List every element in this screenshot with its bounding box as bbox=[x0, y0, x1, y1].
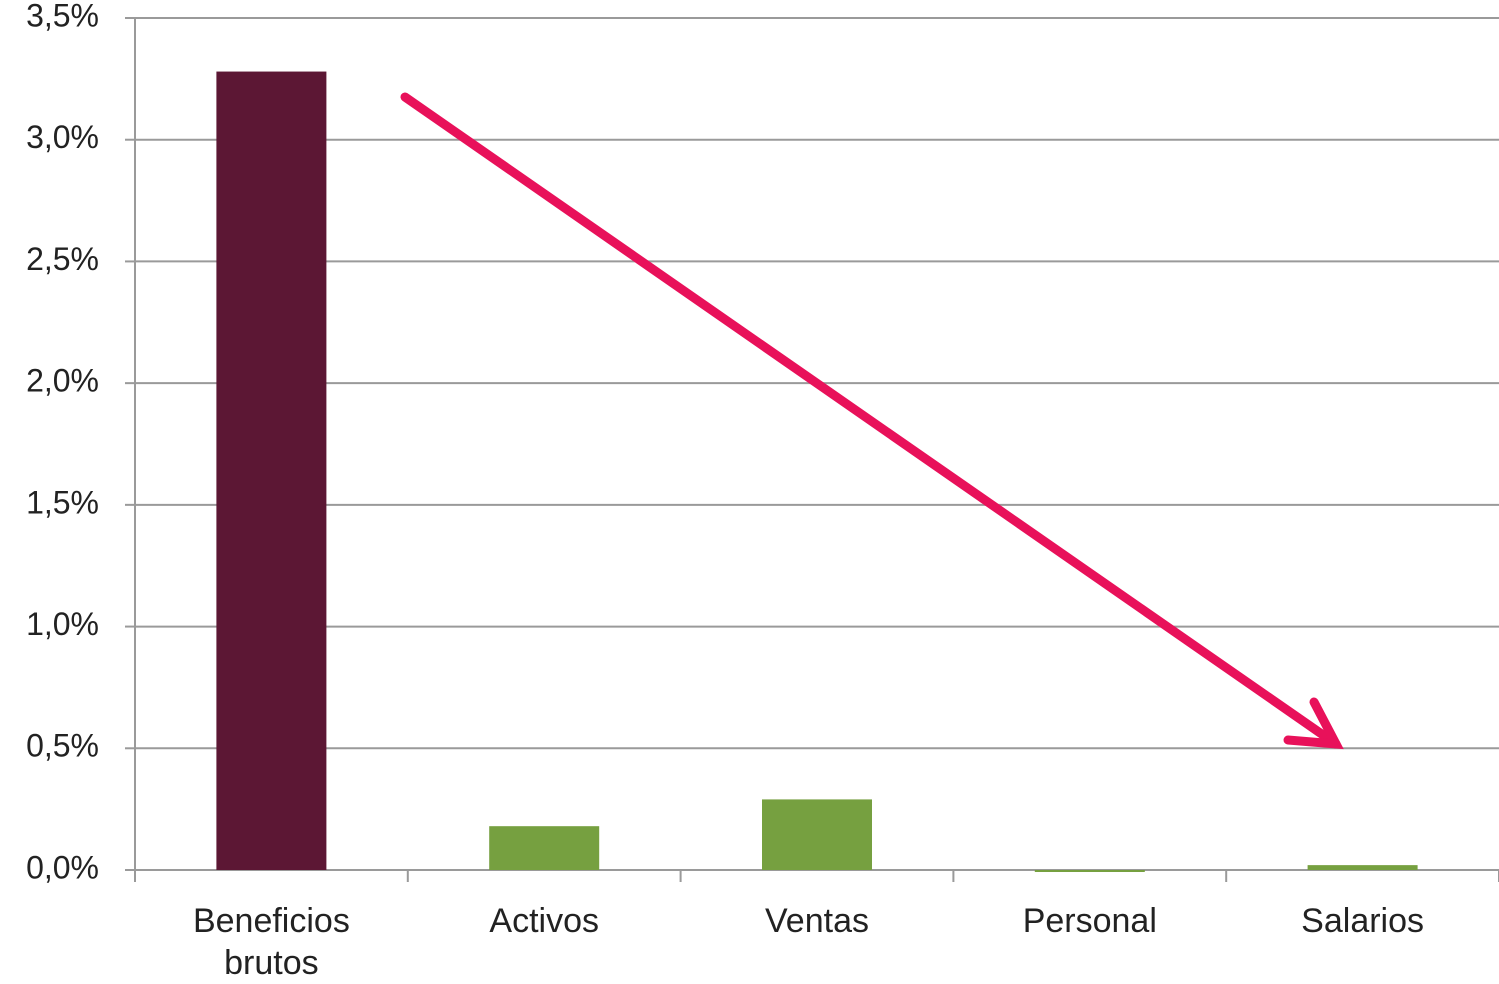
y-tick-label: 3,5% bbox=[26, 0, 99, 33]
bar bbox=[216, 71, 327, 871]
y-tick-label: 0,5% bbox=[26, 728, 99, 764]
x-tick-label: Activos bbox=[489, 902, 599, 940]
y-tick-label: 1,0% bbox=[26, 606, 99, 642]
bar bbox=[489, 826, 600, 870]
y-tick-label: 2,5% bbox=[26, 241, 99, 277]
y-tick-label: 1,5% bbox=[26, 484, 99, 520]
bar bbox=[1034, 870, 1145, 872]
y-tick-label: 3,0% bbox=[26, 119, 99, 155]
bar bbox=[1307, 865, 1418, 870]
y-tick-label: 0,0% bbox=[26, 849, 99, 885]
x-tick-label: Beneficios brutos bbox=[192, 902, 350, 982]
trend-arrow bbox=[400, 92, 1344, 750]
x-tick-label: Personal bbox=[1022, 902, 1157, 940]
x-tick-label: Salarios bbox=[1301, 902, 1425, 940]
bar bbox=[762, 799, 872, 870]
y-tick-label: 2,0% bbox=[26, 363, 99, 399]
x-tick-label: Ventas bbox=[765, 902, 869, 940]
